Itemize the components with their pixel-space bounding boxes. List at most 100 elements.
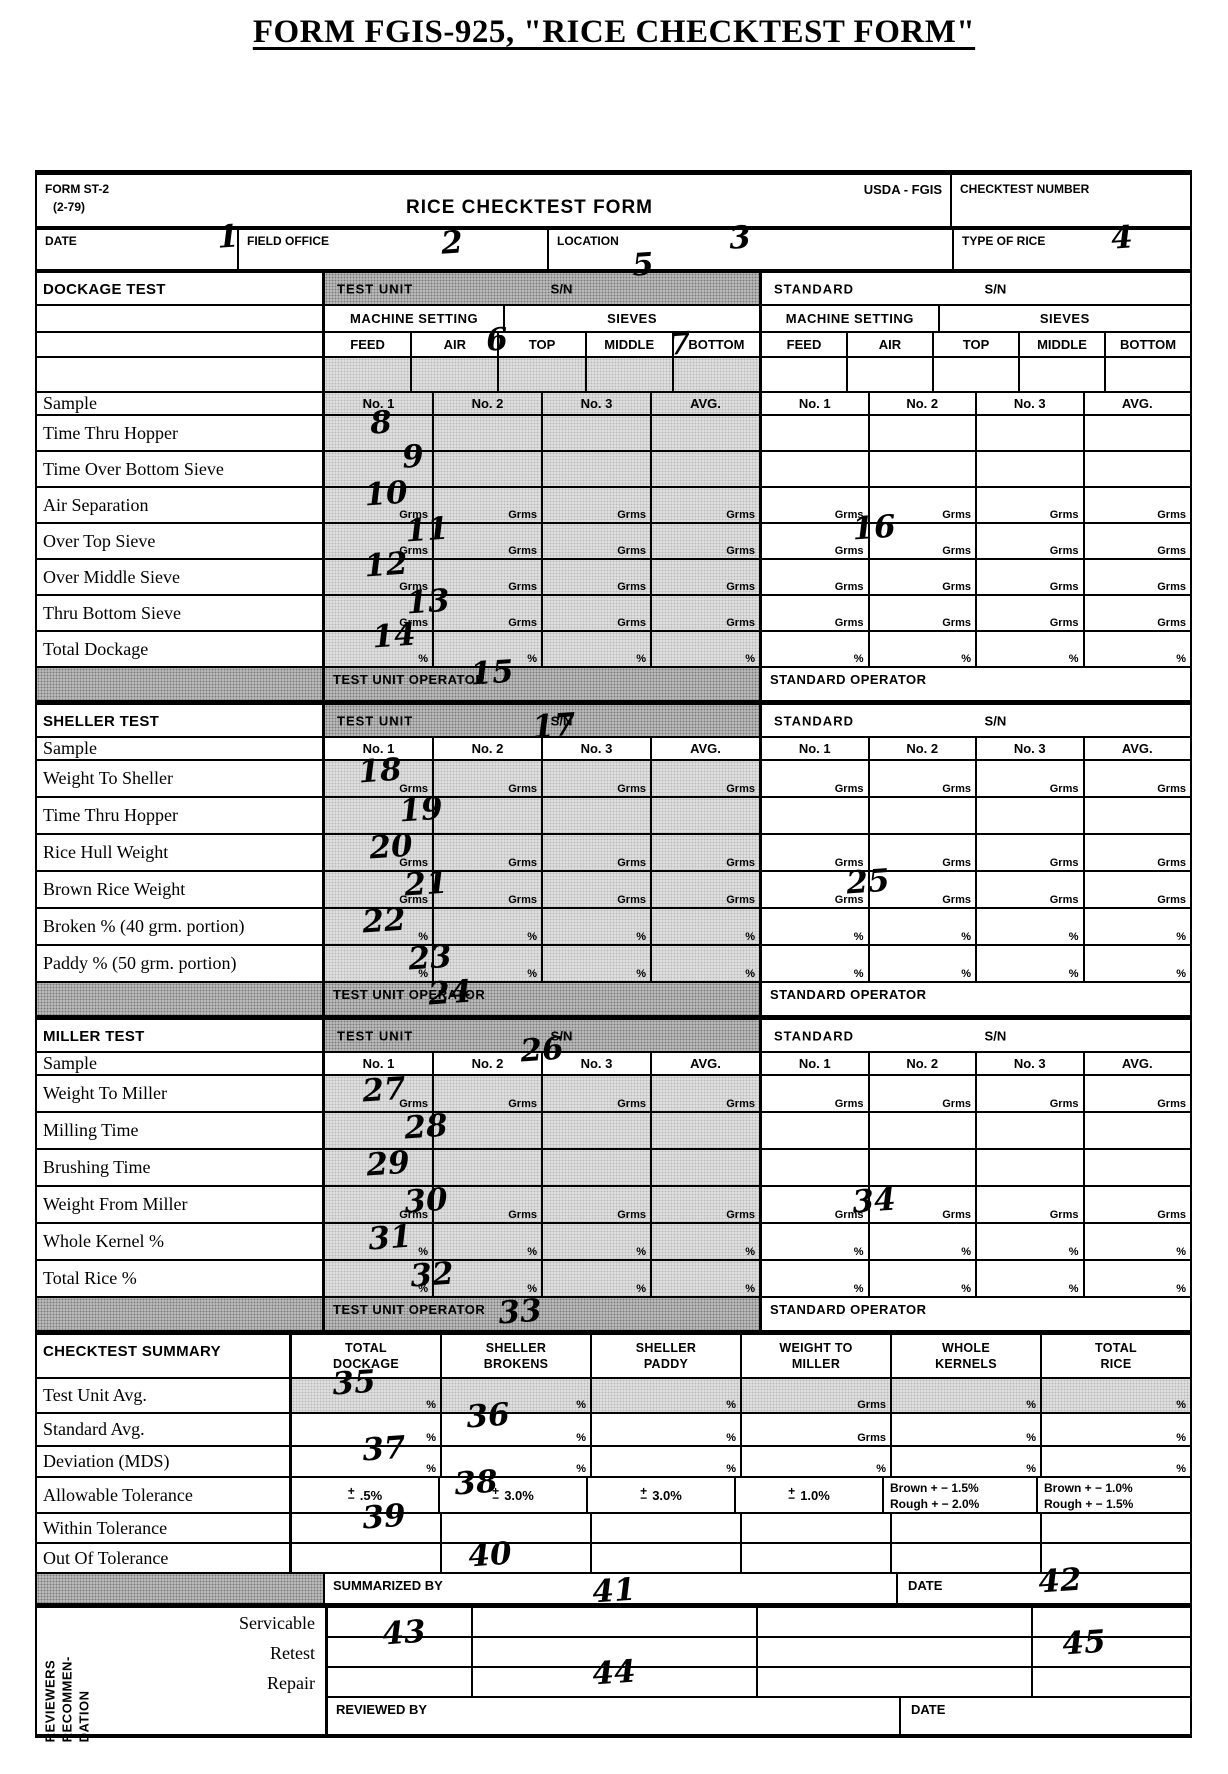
miller-tu-cell-r5c1[interactable]: %	[434, 1261, 543, 1296]
summary-cell-r1c1[interactable]: %	[442, 1414, 592, 1445]
st-setting-cell-middle[interactable]	[1020, 358, 1106, 391]
summary-cell-r0c2[interactable]: %	[592, 1379, 742, 1412]
sheller-tu-cell-r1c3[interactable]	[652, 798, 759, 833]
sheller-tu-cell-r2c2[interactable]: Grms	[543, 835, 652, 870]
summary-cell-r4c0[interactable]	[292, 1514, 442, 1542]
miller-tu-cell-r2c2[interactable]	[543, 1150, 652, 1185]
dockage-tu-cell-r3c2[interactable]: Grms	[543, 524, 652, 558]
dockage-tu-cell-r4c1[interactable]: Grms	[434, 560, 543, 594]
st-setting-cell-air[interactable]	[848, 358, 934, 391]
dockage-standard-sn-field[interactable]: S/N	[984, 281, 1007, 296]
summary-cell-r2c5[interactable]: %	[1176, 1463, 1186, 1475]
miller-st-cell-r4c1[interactable]: %	[870, 1224, 977, 1259]
miller-st-cell-r4c0[interactable]: %	[762, 1224, 870, 1259]
miller-tu-cell-r5c0[interactable]: %	[325, 1261, 434, 1296]
tu-setting-cell-bottom[interactable]	[673, 358, 760, 391]
dockage-st-cell-r1c0[interactable]	[762, 452, 870, 486]
summary-cell-r5c5[interactable]	[1042, 1544, 1190, 1572]
dockage-st-cell-r2c3[interactable]: Grms	[1157, 509, 1186, 521]
dockage-st-cell-r6c2[interactable]: %	[977, 632, 1085, 666]
miller-st-cell-r0c3[interactable]: Grms	[1157, 1098, 1186, 1110]
dockage-tu-cell-r3c3[interactable]: Grms	[652, 524, 759, 558]
reviewer-servicable-cell-2[interactable]	[758, 1608, 1033, 1636]
sheller-st-cell-r0c3[interactable]: Grms	[1157, 783, 1186, 795]
miller-tu-cell-r1c1[interactable]	[434, 1113, 543, 1148]
summary-cell-r1c3[interactable]: Grms	[742, 1414, 892, 1445]
dockage-st-cell-r2c2[interactable]: Grms	[977, 488, 1085, 522]
sheller-st-cell-r1c0[interactable]	[762, 798, 870, 833]
sheller-tu-cell-r3c3[interactable]: Grms	[652, 872, 759, 907]
summary-cell-r4c2[interactable]	[592, 1514, 742, 1542]
dockage-tu-cell-r4c2[interactable]: Grms	[543, 560, 652, 594]
summary-cell-r2c4[interactable]: %	[892, 1447, 1042, 1476]
reviewer-servicable-cell-1[interactable]	[473, 1608, 758, 1636]
tu-setting-cell-feed[interactable]	[325, 358, 413, 391]
tu-setting-cell-middle[interactable]	[586, 358, 674, 391]
dockage-st-cell-r3c3[interactable]: Grms	[1157, 545, 1186, 557]
sheller-tu-cell-r1c0[interactable]	[325, 798, 434, 833]
checktest-number-field[interactable]: CHECKTEST NUMBER	[960, 182, 1090, 196]
sheller-st-cell-r2c3[interactable]: Grms	[1157, 857, 1186, 869]
sheller-tu-cell-r4c2[interactable]: %	[543, 909, 652, 944]
dockage-tu-cell-r5c3[interactable]: Grms	[652, 596, 759, 630]
sheller-st-cell-r1c1[interactable]	[870, 798, 977, 833]
dockage-tu-cell-r6c0[interactable]: %	[325, 632, 434, 666]
summary-cell-r2c0[interactable]: %	[292, 1447, 442, 1476]
reviewed-by-field[interactable]: REVIEWED BY	[328, 1698, 901, 1734]
sheller-st-cell-r0c0[interactable]: Grms	[762, 761, 870, 796]
summary-cell-r0c0[interactable]: %	[292, 1379, 442, 1412]
sheller-st-cell-r0c1[interactable]: Grms	[870, 761, 977, 796]
miller-tu-cell-r2c3[interactable]	[652, 1150, 759, 1185]
st-setting-cell-bottom[interactable]	[1106, 358, 1190, 391]
location-field[interactable]: LOCATION	[547, 230, 952, 269]
dockage-st-cell-r0c0[interactable]	[762, 416, 870, 450]
sheller-tu-cell-r1c1[interactable]	[434, 798, 543, 833]
sheller-tu-cell-r3c1[interactable]: Grms	[434, 872, 543, 907]
dockage-tu-cell-r1c0[interactable]	[325, 452, 434, 486]
summarized-date-field[interactable]: DATE	[908, 1578, 943, 1593]
dockage-tu-cell-r6c3[interactable]: %	[652, 632, 759, 666]
sheller-tu-cell-r0c0[interactable]: Grms	[325, 761, 434, 796]
miller-tu-cell-r3c1[interactable]: Grms	[434, 1187, 543, 1222]
miller-st-cell-r2c3[interactable]	[1085, 1150, 1191, 1185]
dockage-tu-cell-r5c1[interactable]: Grms	[434, 596, 543, 630]
summary-cell-r5c4[interactable]	[892, 1544, 1042, 1572]
sheller-tu-cell-r3c2[interactable]: Grms	[543, 872, 652, 907]
summary-cell-r1c0[interactable]: %	[292, 1414, 442, 1445]
reviewer-retest-cell-1[interactable]	[473, 1638, 758, 1666]
miller-tu-cell-r4c3[interactable]: %	[652, 1224, 759, 1259]
dockage-st-cell-r0c2[interactable]	[977, 416, 1085, 450]
miller-st-cell-r2c2[interactable]	[977, 1150, 1085, 1185]
miller-standard-operator-field[interactable]: STANDARD OPERATOR	[770, 1302, 927, 1317]
summary-cell-r2c2[interactable]: %	[592, 1447, 742, 1476]
miller-tu-cell-r0c0[interactable]: Grms	[325, 1076, 434, 1111]
sheller-st-cell-r5c3[interactable]: %	[1176, 968, 1186, 980]
summary-cell-r4c1[interactable]	[442, 1514, 592, 1542]
sheller-tu-cell-r0c1[interactable]: Grms	[434, 761, 543, 796]
miller-st-cell-r4c2[interactable]: %	[977, 1224, 1085, 1259]
dockage-st-cell-r3c0[interactable]: Grms	[762, 524, 870, 558]
summary-cell-r2c3[interactable]: %	[742, 1447, 892, 1476]
miller-st-cell-r3c3[interactable]: Grms	[1157, 1209, 1186, 1221]
summary-cell-r5c3[interactable]	[742, 1544, 892, 1572]
reviewed-date-field[interactable]: DATE	[911, 1702, 946, 1717]
dockage-st-cell-r1c1[interactable]	[870, 452, 977, 486]
miller-st-cell-r5c0[interactable]: %	[762, 1261, 870, 1296]
dockage-st-cell-r5c0[interactable]: Grms	[762, 596, 870, 630]
miller-st-cell-r1c1[interactable]	[870, 1113, 977, 1148]
miller-tu-cell-r2c0[interactable]	[325, 1150, 434, 1185]
sheller-tu-cell-r3c0[interactable]: Grms	[325, 872, 434, 907]
tu-setting-cell-air[interactable]	[412, 358, 500, 391]
reviewer-repair-cell-1[interactable]	[473, 1668, 758, 1696]
sheller-st-cell-r2c1[interactable]: Grms	[870, 835, 977, 870]
miller-tu-cell-r4c0[interactable]: %	[325, 1224, 434, 1259]
sheller-st-cell-r3c0[interactable]: Grms	[762, 872, 870, 907]
miller-st-cell-r5c2[interactable]: %	[977, 1261, 1085, 1296]
reviewer-retest-cell-2[interactable]	[758, 1638, 1033, 1666]
sheller-tu-cell-r4c3[interactable]: %	[652, 909, 759, 944]
dockage-st-cell-r2c0[interactable]: Grms	[762, 488, 870, 522]
miller-st-cell-r5c1[interactable]: %	[870, 1261, 977, 1296]
sheller-standard-operator-field[interactable]: STANDARD OPERATOR	[770, 987, 927, 1002]
miller-st-cell-r3c1[interactable]: Grms	[870, 1187, 977, 1222]
dockage-tu-cell-r2c2[interactable]: Grms	[543, 488, 652, 522]
